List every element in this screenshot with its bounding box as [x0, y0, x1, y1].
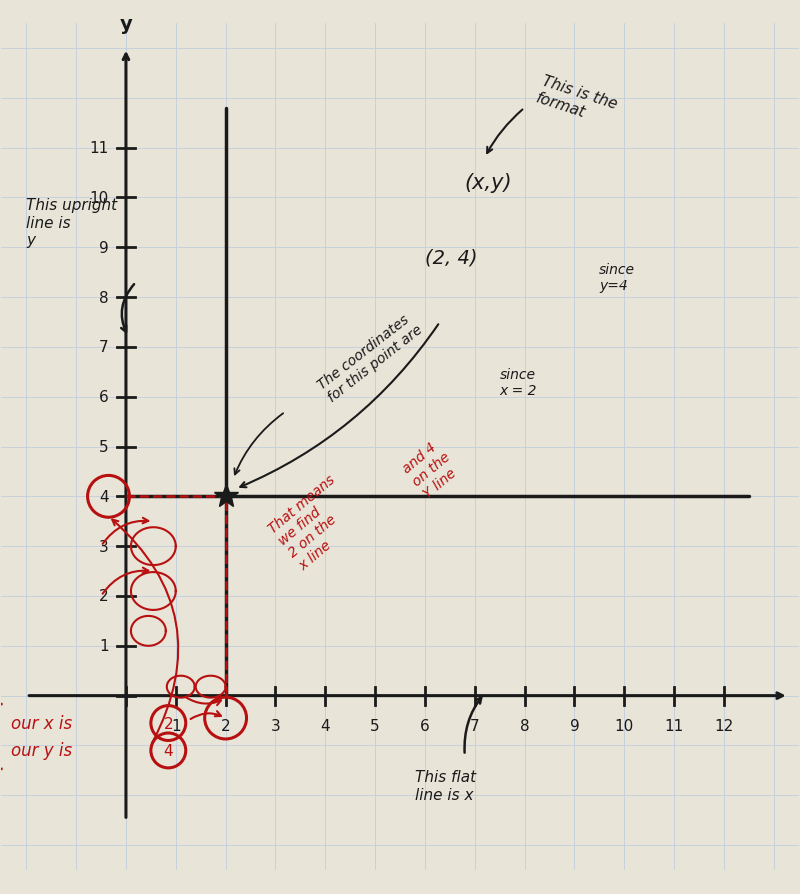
Text: 7: 7 — [99, 340, 109, 355]
Text: our x is: our x is — [11, 714, 73, 732]
Text: (x,y): (x,y) — [465, 173, 512, 193]
Text: 8: 8 — [99, 291, 109, 305]
Text: 2: 2 — [99, 589, 109, 603]
Text: 4: 4 — [163, 743, 173, 758]
Text: 2: 2 — [221, 718, 230, 733]
Text: 10: 10 — [614, 718, 634, 733]
Text: (2, 4): (2, 4) — [425, 249, 478, 267]
Text: 7: 7 — [470, 718, 479, 733]
Text: 11: 11 — [665, 718, 684, 733]
Text: That means
we find
2 on the
x line: That means we find 2 on the x line — [266, 472, 369, 572]
Text: 12: 12 — [714, 718, 734, 733]
Text: 4: 4 — [321, 718, 330, 733]
Text: 1: 1 — [99, 638, 109, 654]
Text: 9: 9 — [98, 240, 109, 256]
Text: 2: 2 — [163, 716, 173, 730]
Text: 1: 1 — [171, 718, 181, 733]
Text: 3: 3 — [270, 718, 280, 733]
Text: 3: 3 — [98, 539, 109, 554]
Text: 6: 6 — [98, 390, 109, 405]
Text: 8: 8 — [520, 718, 530, 733]
Text: This flat
line is x: This flat line is x — [415, 769, 476, 802]
Text: 9: 9 — [570, 718, 579, 733]
Text: since
y=4: since y=4 — [599, 263, 635, 293]
Text: 10: 10 — [90, 190, 109, 206]
Text: The coordinates
for this point are: The coordinates for this point are — [315, 310, 425, 405]
Text: and 4
on the
Y line: and 4 on the Y line — [400, 437, 464, 501]
Text: This is the
format: This is the format — [534, 73, 619, 129]
Text: y: y — [119, 15, 132, 34]
Text: our y is: our y is — [11, 742, 73, 760]
Text: 6: 6 — [420, 718, 430, 733]
Text: 5: 5 — [370, 718, 380, 733]
Text: 5: 5 — [99, 440, 109, 454]
Text: This upright
line is
y: This upright line is y — [26, 198, 118, 248]
Text: 11: 11 — [90, 141, 109, 156]
Text: since
x = 2: since x = 2 — [500, 367, 537, 397]
Text: 4: 4 — [99, 489, 109, 504]
